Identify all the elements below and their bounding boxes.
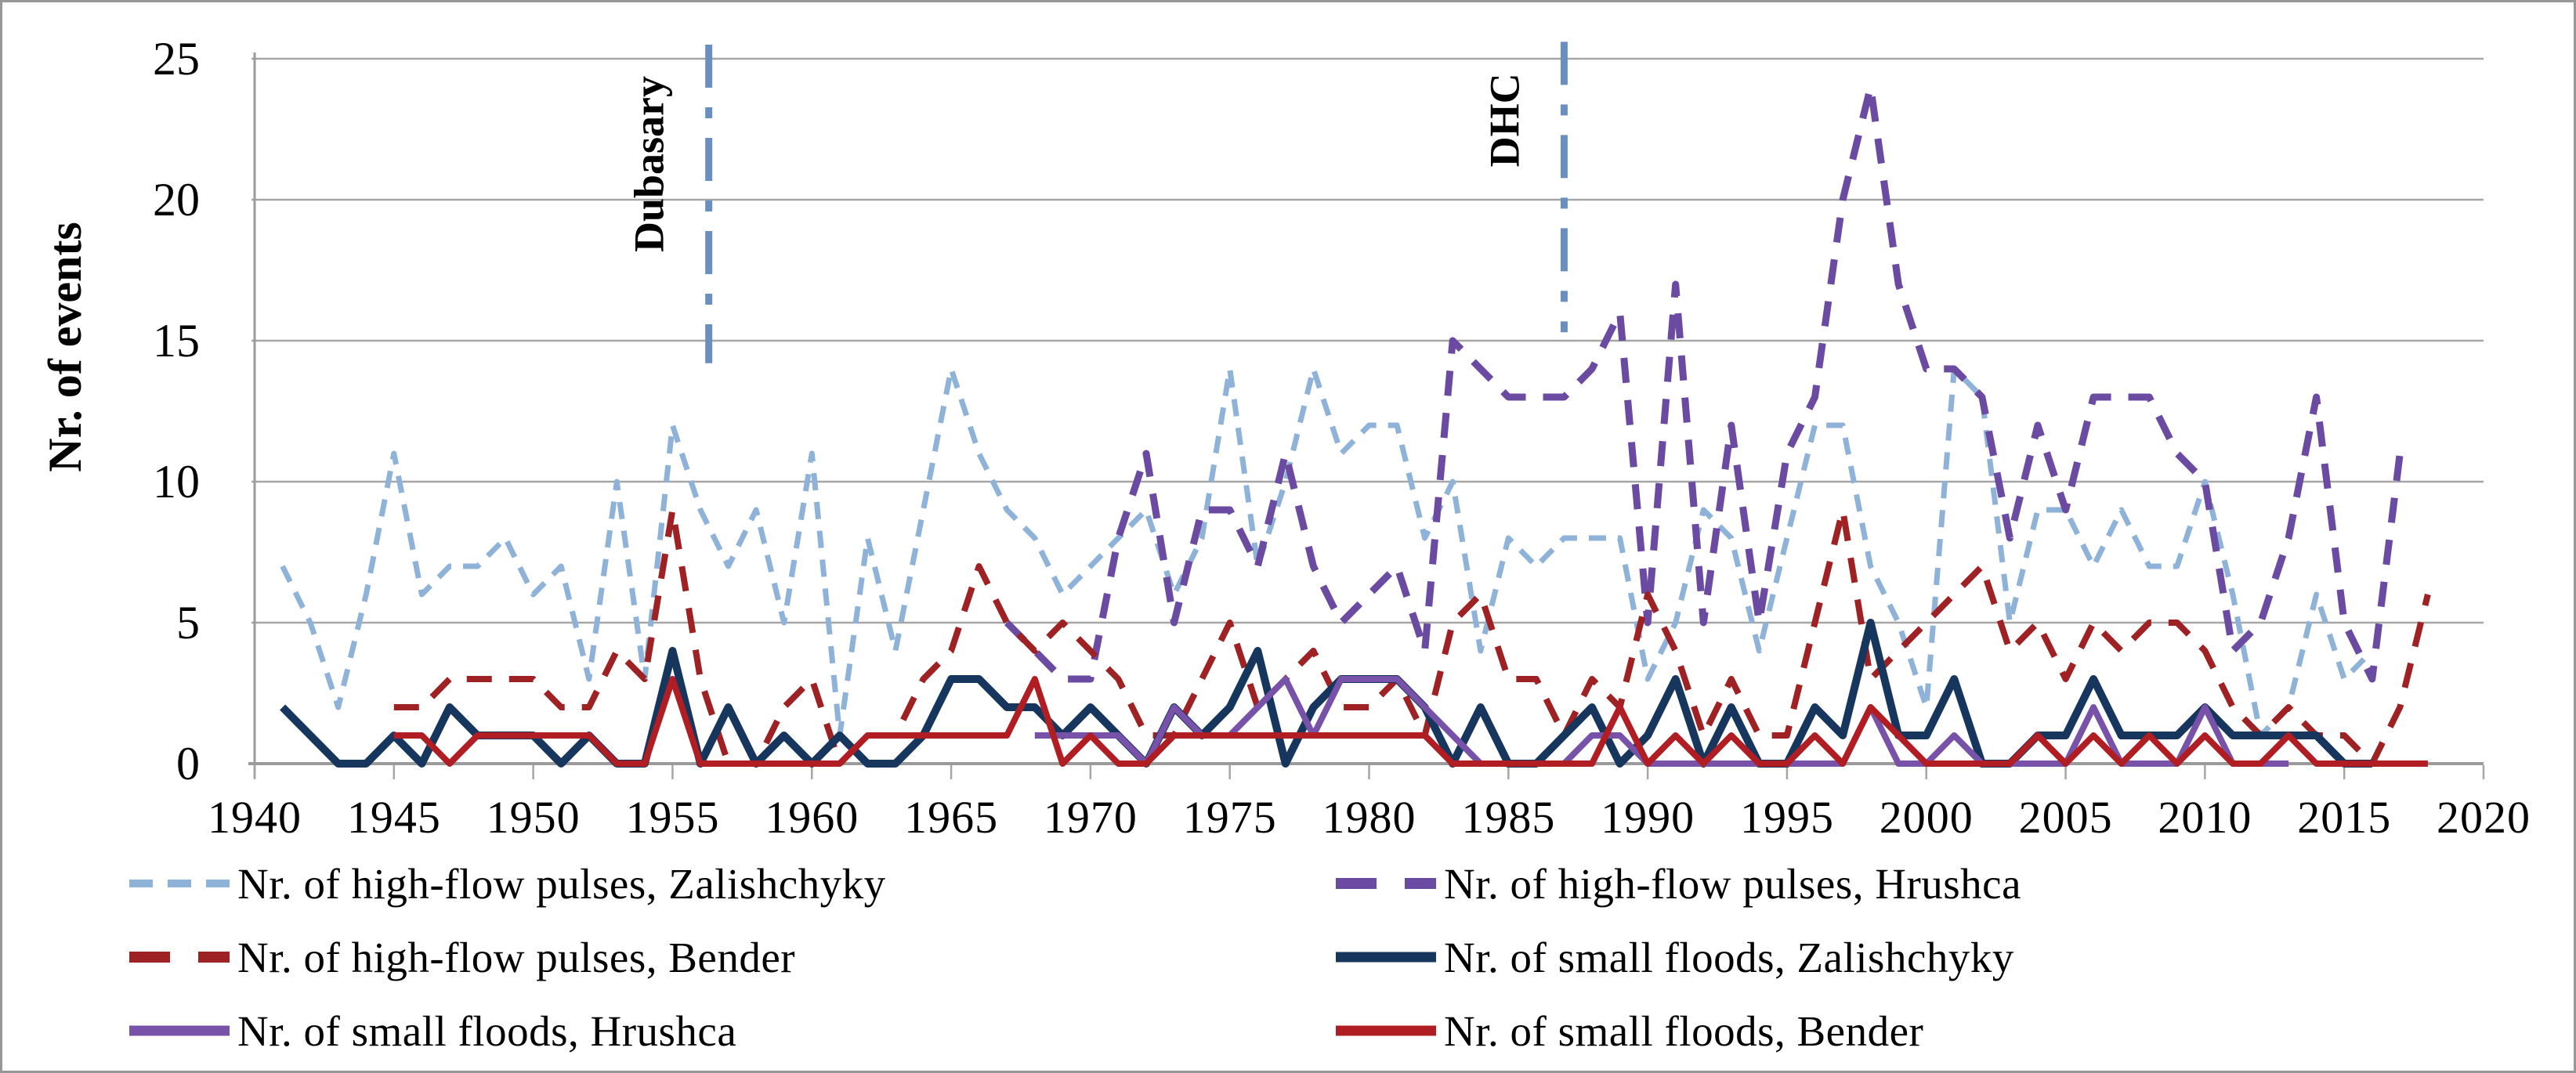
x-tick-label-1960: 1960 (765, 792, 859, 843)
legend-item-zalishchyky-small-floods: Nr. of small floods, Zalishchyky (1334, 923, 2574, 992)
legend-swatch-solid-purple-icon (129, 1025, 230, 1036)
series-line-ben-high (393, 507, 2431, 767)
y-tick-label-10: 10 (153, 456, 200, 508)
x-tick-label-1950: 1950 (487, 792, 581, 843)
legend-swatch-dashed-darkred-icon (129, 952, 230, 963)
series-line-ben-small (393, 676, 2428, 767)
chart-legend: Nr. of high-flow pulses, Zalishchyky Nr.… (2, 847, 2574, 1068)
y-tick-label-0: 0 (176, 738, 200, 789)
x-tick-label-1955: 1955 (625, 792, 719, 843)
line-chart-plot-area: Dubasary DHC 0 5 10 15 20 25 1940 1945 1950 1955 196… (39, 33, 2531, 843)
x-tick-label-1940: 1940 (208, 792, 302, 843)
x-tick-label-1965: 1965 (904, 792, 998, 843)
x-tick-label-2015: 2015 (2297, 792, 2391, 843)
y-tick-label-15: 15 (153, 315, 200, 367)
x-tick-label-2010: 2010 (2158, 792, 2252, 843)
legend-label: Nr. of small floods, Hrushca (237, 1006, 737, 1055)
y-tick-label-5: 5 (176, 597, 200, 648)
legend-item-bender-small-floods: Nr. of small floods, Bender (1334, 996, 2574, 1065)
legend-label: Nr. of high-flow pulses, Hrushca (1444, 859, 2021, 908)
legend-swatch-dashed-purple-icon (1336, 878, 1436, 889)
legend-label: Nr. of high-flow pulses, Zalishchyky (237, 859, 886, 908)
x-tick-label-2005: 2005 (2019, 792, 2113, 843)
legend-item-hrushca-high-flow: Nr. of high-flow pulses, Hrushca (1334, 849, 2574, 918)
legend-label: Nr. of small floods, Bender (1444, 1006, 1924, 1055)
x-tick-label-1990: 1990 (1601, 792, 1695, 843)
x-tick-label-1970: 1970 (1044, 792, 1138, 843)
legend-swatch-solid-red-icon (1336, 1025, 1436, 1036)
x-tick-label-1980: 1980 (1322, 792, 1416, 843)
x-tick-label-2000: 2000 (1880, 792, 1974, 843)
series-line-hru-small (1034, 676, 2289, 767)
legend-label: Nr. of small floods, Zalishchyky (1444, 933, 2014, 981)
x-tick-label-1975: 1975 (1183, 792, 1277, 843)
legend-swatch-dashed-blue-icon (129, 880, 230, 887)
legend-swatch-solid-navy-icon (1336, 952, 1436, 963)
legend-label: Nr. of high-flow pulses, Bender (237, 933, 796, 981)
legend-item-hrushca-small-floods: Nr. of small floods, Hrushca (128, 996, 1334, 1065)
y-tick-label-20: 20 (153, 174, 200, 226)
x-tick-label-1945: 1945 (347, 792, 441, 843)
x-tick-label-1995: 1995 (1740, 792, 1834, 843)
x-tick-label-2020: 2020 (2437, 792, 2531, 843)
y-tick-label-25: 25 (153, 33, 200, 85)
annotation-label-dhc: DHC (1481, 73, 1528, 167)
series-line-hru-high (1004, 83, 2404, 683)
legend-item-bender-high-flow: Nr. of high-flow pulses, Bender (128, 923, 1334, 992)
legend-item-zalishchyky-high-flow: Nr. of high-flow pulses, Zalishchyky (128, 849, 1334, 918)
x-tick-label-1985: 1985 (1461, 792, 1555, 843)
series-line-zal-high (280, 366, 2375, 739)
y-axis-title: Nr. of events (39, 222, 91, 471)
annotation-label-dubasary: Dubasary (626, 76, 673, 252)
